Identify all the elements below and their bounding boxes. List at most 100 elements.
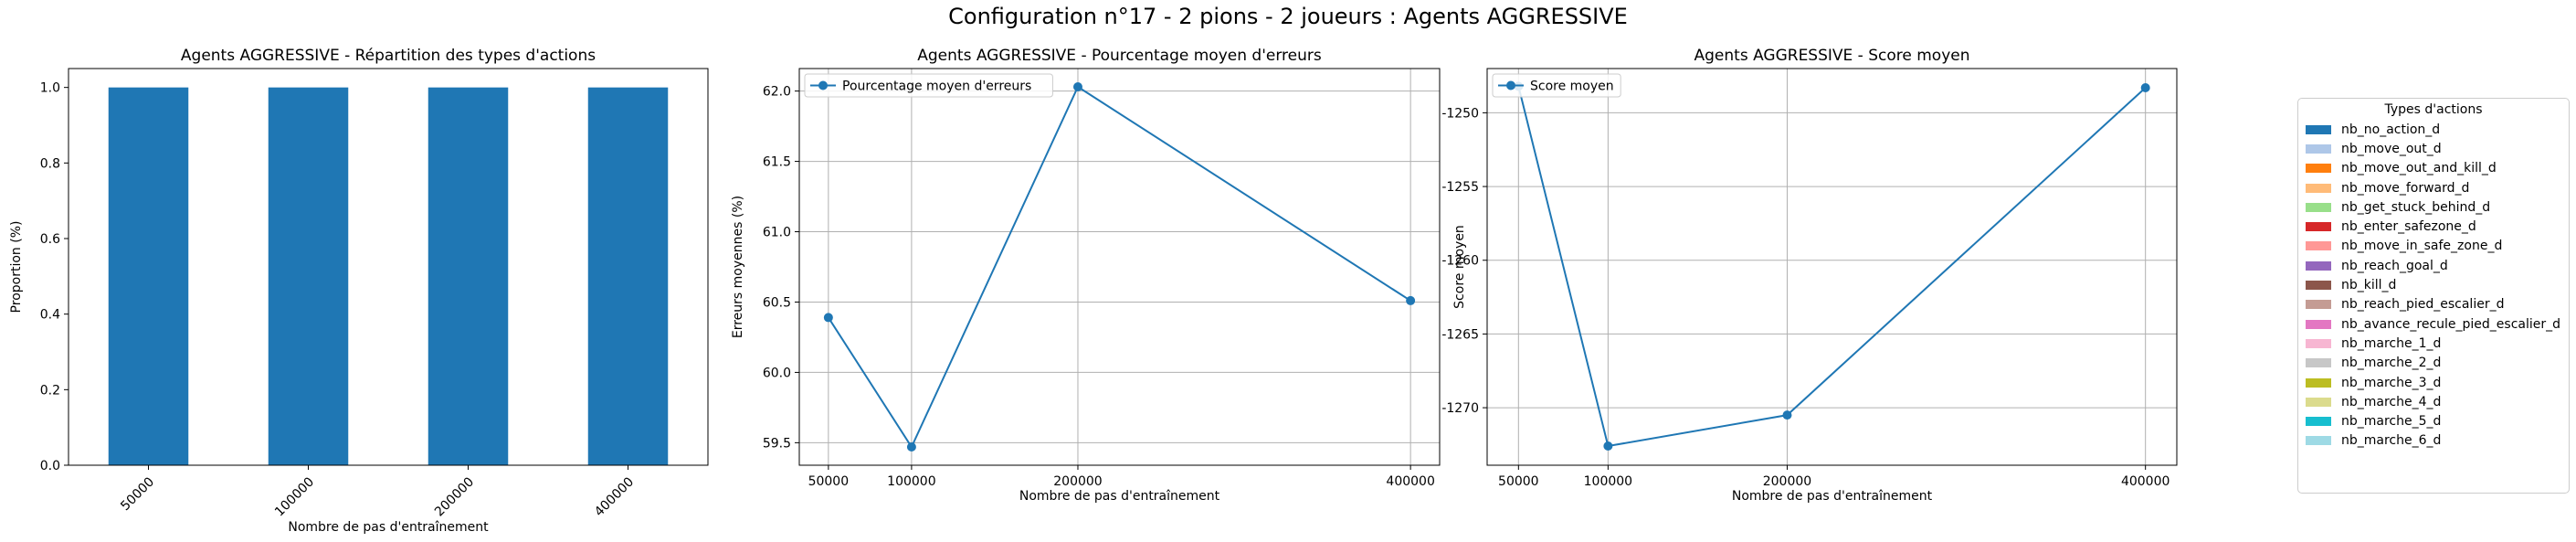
legend-label: nb_enter_safezone_d [2341,219,2476,235]
legend-label: nb_move_out_and_kill_d [2341,161,2497,176]
legend-swatch [2306,124,2331,134]
legend-swatch [2306,260,2331,271]
ytick-label: 59.5 [763,436,791,451]
legend-swatch [2306,358,2331,368]
action-types-legend: Types d'actions nb_no_action_d nb_move_ou… [2297,98,2570,494]
xtick-label: 50000 [118,474,157,514]
legend-box [1492,73,1621,98]
legend-swatch [2306,300,2331,310]
legend-swatch [2306,202,2331,212]
ytick-label: 1.0 [40,81,60,96]
legend-entry: nb_get_stuck_behind_d [2298,197,2569,217]
xtick-label: 200000 [1763,474,1811,489]
data-point [1072,82,1082,92]
ytick-label: 62.0 [763,85,791,100]
bar-200000-nb_no_action_d [428,87,509,466]
legend-label: nb_reach_goal_d [2341,258,2448,273]
legend-entry: nb_move_in_safe_zone_d [2298,237,2569,256]
legend-label: nb_move_out_d [2341,141,2442,156]
ytick-label: 60.0 [763,366,791,380]
legend-entry: nb_move_out_and_kill_d [2298,159,2569,178]
axes-frame [68,68,709,466]
series-line [1517,86,2147,448]
legend-swatch [2306,417,2331,427]
data-point [1603,441,1613,452]
legend-label: nb_move_in_safe_zone_d [2341,239,2503,254]
xtick-label: 50000 [1498,474,1539,489]
legend-entries: nb_no_action_d nb_move_out_d nb_move_out_a… [2298,120,2569,451]
legend-label: Pourcentage moyen d'erreurs [842,80,1031,94]
ytick-label: -1260 [1441,254,1479,269]
xtick-label: 400000 [1386,474,1434,489]
ytick-label: -1270 [1441,401,1479,416]
chart-title: Agents AGGRESSIVE - Score moyen [1694,47,1970,65]
x-axis-label: Nombre de pas d'entraînement [1732,489,1933,504]
legend-label: nb_marche_3_d [2341,375,2442,390]
data-point [1406,295,1416,305]
legend-entry: nb_kill_d [2298,275,2569,294]
legend-label: nb_get_stuck_behind_d [2341,199,2491,215]
legend-label: nb_marche_4_d [2341,394,2442,409]
series-line [828,85,1411,450]
xtick-label: 400000 [2121,474,2170,489]
legend-label: nb_marche_2_d [2341,356,2442,371]
legend-swatch [2306,319,2331,329]
xtick-label: 100000 [1584,474,1632,489]
xtick-label: 100000 [887,474,935,489]
ytick-label: 0.0 [40,459,60,473]
x-axis-label: Nombre de pas d'entraînement [288,520,489,535]
legend-box [804,73,1053,98]
legend-entry: nb_marche_5_d [2298,411,2569,430]
legend-label: nb_kill_d [2341,278,2397,293]
legend-swatch [2306,164,2331,174]
ytick-label: 0.6 [40,232,60,247]
legend-entry: nb_marche_3_d [2298,373,2569,392]
data-point [906,441,916,452]
x-axis-label: Nombre de pas d'entraînement [1019,489,1220,504]
legend-marker [1506,80,1515,90]
legend-label: nb_reach_pied_escalier_d [2341,297,2505,313]
legend-swatch [2306,143,2331,154]
legend-label: nb_avance_recule_pied_escalier_d [2341,316,2561,332]
ytick-label: 0.4 [40,308,60,323]
legend-swatch [2306,397,2331,407]
legend-entry: nb_marche_4_d [2298,392,2569,411]
bar-100000-nb_no_action_d [268,87,349,466]
ytick-label: 60.5 [763,295,791,310]
figure-suptitle: Configuration n°17 - 2 pions - 2 joueurs… [948,4,1628,29]
ytick-label: -1255 [1441,180,1479,195]
xtick-label: 100000 [272,474,317,519]
legend-entry: nb_reach_pied_escalier_d [2298,295,2569,314]
chart-title: Agents AGGRESSIVE - Pourcentage moyen d'… [917,47,1322,65]
ytick-label: 0.8 [40,156,60,171]
data-point [823,313,833,323]
y-axis-label: Proportion (%) [9,221,24,314]
legend-swatch [2306,436,2331,446]
legend-title: Types d'actions [2384,102,2483,117]
ytick-label: 61.5 [763,155,791,170]
legend-swatch [2306,222,2331,232]
data-point [2140,82,2150,92]
legend-swatch [2306,281,2331,291]
legend-marker [818,80,828,90]
legend-entry: nb_marche_6_d [2298,431,2569,451]
legend-entry: nb_reach_goal_d [2298,256,2569,275]
legend-entry: nb_avance_recule_pied_escalier_d [2298,314,2569,334]
legend-label: nb_marche_5_d [2341,414,2442,430]
ytick-label: -1250 [1441,106,1479,121]
xtick-label: 50000 [808,474,850,489]
y-axis-label: Erreurs moyennes (%) [731,196,745,338]
legend-label: nb_marche_1_d [2341,335,2442,351]
ytick-label: -1265 [1441,327,1479,342]
legend-label: nb_no_action_d [2341,122,2441,137]
y-axis-label: Score moyen [1452,225,1467,309]
xtick-label: 200000 [432,474,477,519]
legend-label: nb_marche_6_d [2341,433,2442,449]
legend-entry: nb_move_out_d [2298,139,2569,158]
legend-entry: nb_marche_2_d [2298,354,2569,373]
legend-swatch [2306,338,2331,348]
data-point [1782,410,1792,420]
bar-50000-nb_no_action_d [108,87,189,466]
legend-swatch [2306,377,2331,388]
